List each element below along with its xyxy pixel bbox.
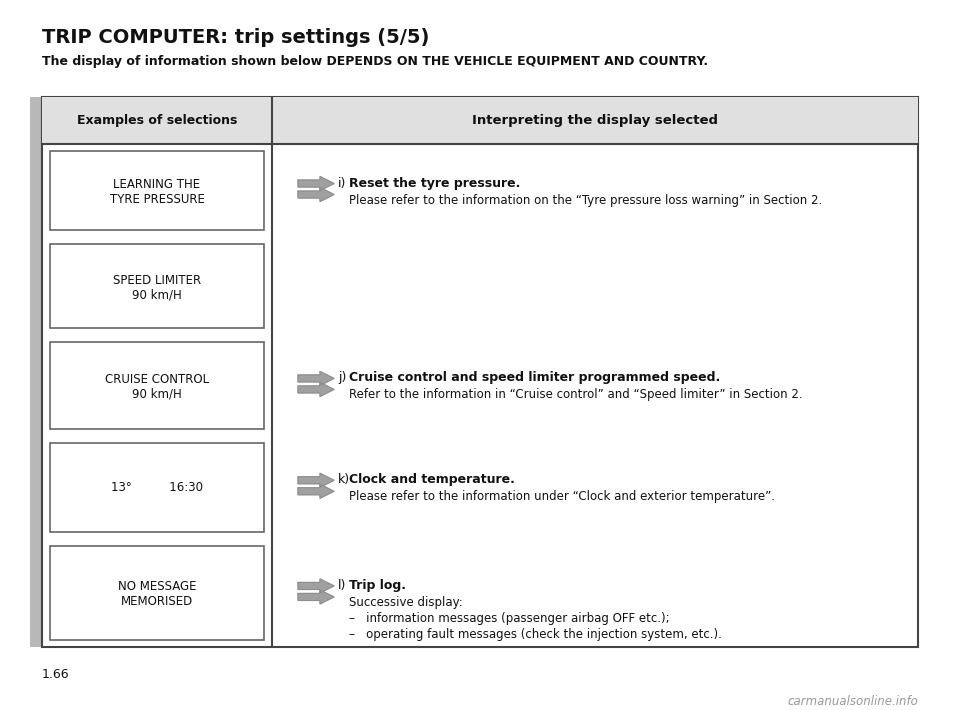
Text: Refer to the information in “Cruise control” and “Speed limiter” in Section 2.: Refer to the information in “Cruise cont… <box>349 388 803 401</box>
Text: k): k) <box>338 474 350 486</box>
Text: l): l) <box>338 579 347 592</box>
Text: Reset the tyre pressure.: Reset the tyre pressure. <box>349 177 520 190</box>
Text: Interpreting the display selected: Interpreting the display selected <box>472 114 718 127</box>
Bar <box>50 443 264 532</box>
Text: NO MESSAGE: NO MESSAGE <box>118 581 196 594</box>
Text: Cruise control and speed limiter programmed speed.: Cruise control and speed limiter program… <box>349 371 720 384</box>
Text: TYRE PRESSURE: TYRE PRESSURE <box>109 193 204 206</box>
Text: Please refer to the information on the “Tyre pressure loss warning” in Section 2: Please refer to the information on the “… <box>349 194 823 207</box>
Text: i): i) <box>338 177 347 190</box>
Polygon shape <box>298 474 334 487</box>
Polygon shape <box>298 177 334 190</box>
Bar <box>50 151 264 230</box>
Polygon shape <box>298 371 334 386</box>
Text: MEMORISED: MEMORISED <box>121 596 193 608</box>
Text: –   information messages (passenger airbag OFF etc.);: – information messages (passenger airbag… <box>349 612 670 625</box>
Text: 90 km/H: 90 km/H <box>132 388 181 401</box>
Polygon shape <box>298 579 334 593</box>
Text: LEARNING THE: LEARNING THE <box>113 178 201 191</box>
Text: 1.66: 1.66 <box>42 668 70 681</box>
Text: 13°          16:30: 13° 16:30 <box>111 481 203 493</box>
Bar <box>50 342 264 429</box>
Text: Successive display:: Successive display: <box>349 596 463 609</box>
Text: 90 km/H: 90 km/H <box>132 288 181 302</box>
Bar <box>42 97 918 144</box>
Text: –   operating fault messages (check the injection system, etc.).: – operating fault messages (check the in… <box>349 628 722 641</box>
Bar <box>42 97 918 647</box>
Text: Clock and temperature.: Clock and temperature. <box>349 474 515 486</box>
Text: Please refer to the information under “Clock and exterior temperature”.: Please refer to the information under “C… <box>349 491 775 503</box>
Text: CRUISE CONTROL: CRUISE CONTROL <box>105 373 209 386</box>
Bar <box>50 244 264 328</box>
Text: j): j) <box>338 371 347 384</box>
Polygon shape <box>298 187 334 202</box>
Polygon shape <box>298 383 334 396</box>
Text: TRIP COMPUTER: trip settings (5/5): TRIP COMPUTER: trip settings (5/5) <box>42 28 429 47</box>
Text: The display of information shown below DEPENDS ON THE VEHICLE EQUIPMENT AND COUN: The display of information shown below D… <box>42 55 708 68</box>
Text: Examples of selections: Examples of selections <box>77 114 237 127</box>
Text: SPEED LIMITER: SPEED LIMITER <box>113 273 201 287</box>
Bar <box>50 546 264 640</box>
Polygon shape <box>298 484 334 498</box>
Text: carmanualsonline.info: carmanualsonline.info <box>787 695 918 708</box>
Bar <box>30 97 42 647</box>
Text: Trip log.: Trip log. <box>349 579 406 592</box>
Polygon shape <box>298 590 334 604</box>
